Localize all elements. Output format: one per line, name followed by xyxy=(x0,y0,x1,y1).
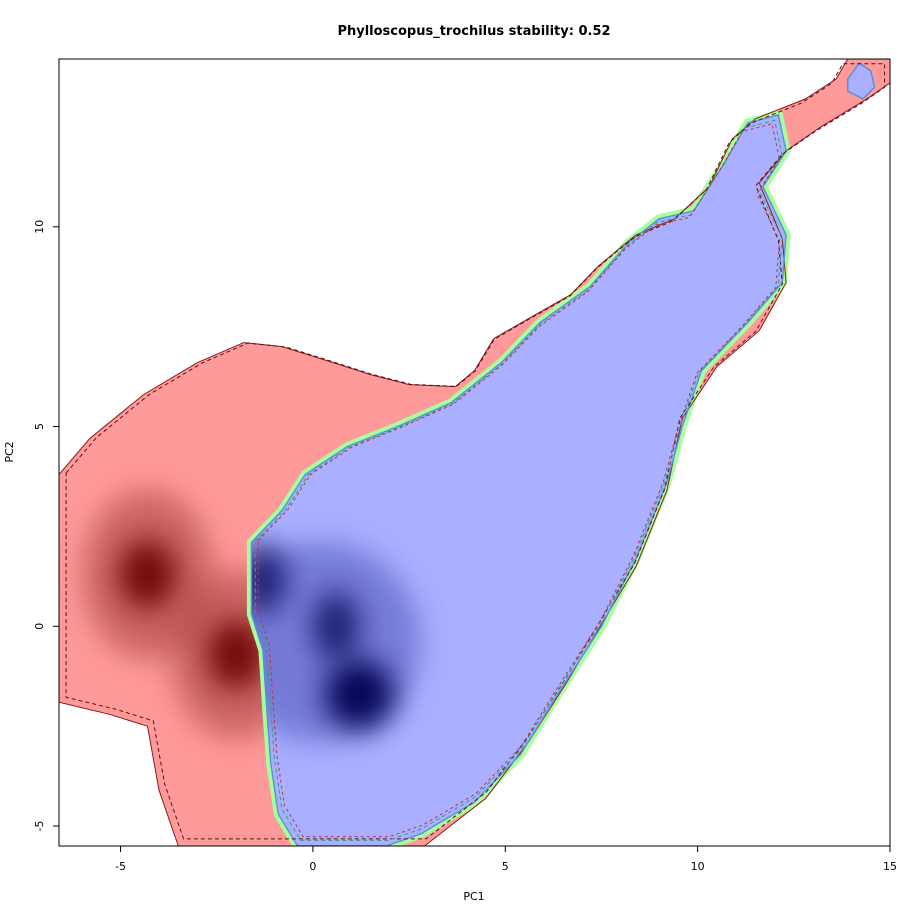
plot-frame xyxy=(58,58,891,847)
x-tick-label: 0 xyxy=(309,860,316,873)
x-tick-label: 10 xyxy=(691,860,705,873)
density-peak-blue xyxy=(312,591,360,661)
y-axis-label: PC2 xyxy=(3,441,16,462)
chart-title: Phylloscopus_trochilus stability: 0.52 xyxy=(337,24,610,39)
y-tick-label: -5 xyxy=(33,821,46,832)
x-tick-label: 5 xyxy=(502,860,509,873)
y-axis: -5 0 5 10 xyxy=(33,220,59,832)
density-peak-blue xyxy=(324,659,394,729)
density-peak-red xyxy=(207,619,265,689)
x-tick-label: 15 xyxy=(883,860,897,873)
contour-blue-solid xyxy=(250,114,787,846)
x-axis: -5 0 5 10 15 xyxy=(115,846,897,873)
y-tick-label: 10 xyxy=(33,220,46,234)
density-peak-blue xyxy=(251,543,286,613)
density-peak-red xyxy=(118,539,177,609)
x-axis-label: PC1 xyxy=(463,890,484,903)
contour-red-solid xyxy=(59,59,890,846)
x-tick-label: -5 xyxy=(115,860,126,873)
plot-area xyxy=(59,59,890,846)
density-islet-blue xyxy=(846,61,876,100)
y-tick-label: 0 xyxy=(33,623,46,630)
y-tick-label: 5 xyxy=(33,423,46,430)
density-peaks-blue xyxy=(251,542,421,743)
contour-crimson-dashed xyxy=(257,123,781,838)
